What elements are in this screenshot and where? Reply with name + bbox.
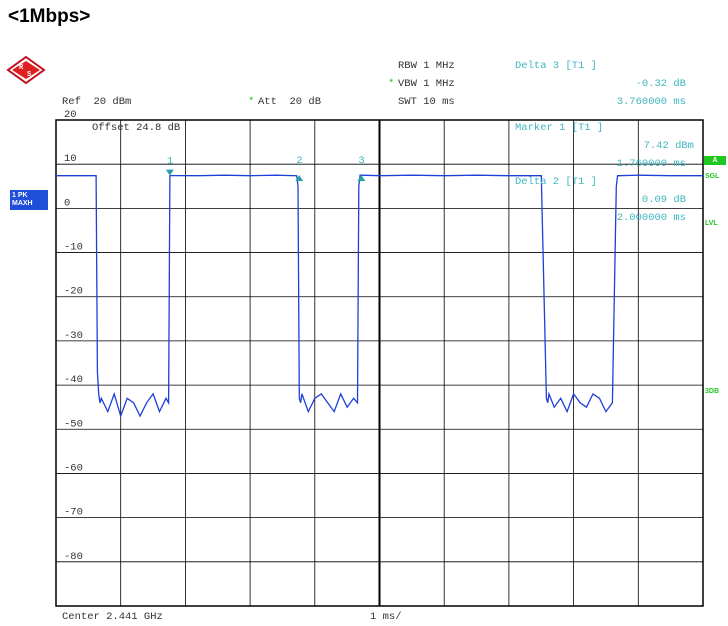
- ref-label: Ref 20 dBm: [62, 96, 132, 108]
- marker-1-symbol: [165, 169, 174, 176]
- y-tick-label: 10: [64, 153, 77, 165]
- y-tick-label: -70: [64, 507, 83, 519]
- trace-mode: MAXH: [12, 200, 33, 207]
- y-tick-label: -60: [64, 462, 83, 474]
- swt-label: SWT 10 ms: [398, 96, 455, 108]
- marker1-time: 1.760000 ms: [617, 158, 686, 170]
- badge-3db: 3DB: [705, 388, 720, 395]
- y-tick-label: -10: [64, 242, 83, 254]
- y-tick-label: 0: [64, 197, 70, 209]
- page-heading: <1Mbps>: [8, 6, 91, 27]
- span-label: 1 ms/: [370, 611, 402, 623]
- att-label: Att 20 dB: [258, 96, 322, 108]
- trace-label: 1 PK: [12, 192, 28, 199]
- marker-3-label: 3: [358, 155, 364, 167]
- att-star: *: [248, 96, 255, 108]
- marker-group: 1 2 3: [165, 155, 366, 182]
- plot-grid: [55, 119, 704, 607]
- marker-2-label: 2: [296, 155, 302, 167]
- marker1-value: 7.42 dBm: [644, 140, 694, 152]
- y-tick-labels: 20 10 0 -10 -20 -30 -40 -50 -60 -70 -80: [64, 109, 83, 563]
- y-tick-label: -20: [64, 286, 83, 298]
- marker1-label: Marker 1 [T1 ]: [515, 122, 603, 134]
- offset-label: Offset 24.8 dB: [92, 122, 180, 134]
- marker-3-symbol: [357, 175, 366, 182]
- trace-line: [56, 174, 703, 419]
- y-tick-label: 20: [64, 109, 77, 121]
- delta2-value: 0.09 dB: [642, 194, 686, 206]
- marker-1-label: 1: [167, 156, 173, 168]
- y-tick-label: -40: [64, 374, 83, 386]
- delta3-time: 3.760000 ms: [616, 96, 686, 108]
- y-tick-label: -50: [64, 418, 83, 430]
- delta2-time: 2.000000 ms: [617, 212, 686, 224]
- marker-2-symbol: [295, 175, 304, 182]
- vbw-star: *: [388, 78, 395, 90]
- vbw-label: VBW 1 MHz: [398, 78, 455, 90]
- svg-text:R: R: [19, 64, 24, 72]
- badge-a: A: [704, 156, 726, 165]
- badge-sgl: SGL: [705, 173, 720, 180]
- y-tick-label: -80: [64, 551, 83, 563]
- center-label: Center 2.441 GHz: [62, 611, 163, 623]
- svg-text:S: S: [27, 71, 31, 79]
- badge-lvl: LVL: [705, 220, 718, 227]
- delta3-value: -0.32 dB: [635, 78, 686, 90]
- delta3-label: Delta 3 [T1 ]: [515, 60, 597, 72]
- delta2-label: Delta 2 [T1 ]: [515, 176, 597, 188]
- rbw-label: RBW 1 MHz: [398, 60, 455, 72]
- rohde-schwarz-logo: R S: [6, 56, 46, 84]
- y-tick-label: -30: [64, 330, 83, 342]
- trace-badge: 1 PK MAXH: [10, 190, 48, 210]
